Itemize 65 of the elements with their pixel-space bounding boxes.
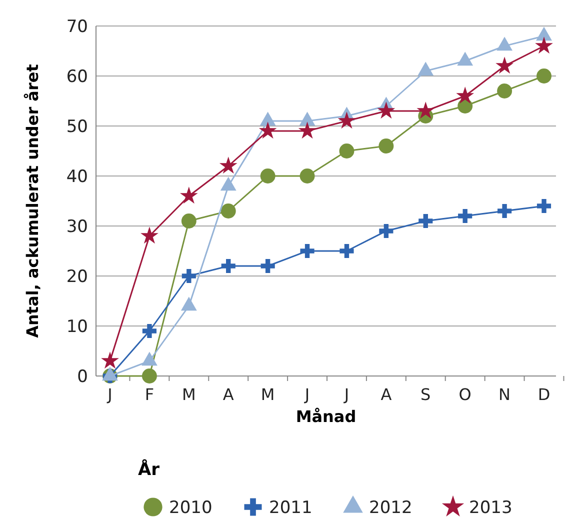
x-axis-title: Månad [296, 407, 356, 426]
x-tick-label: J [343, 385, 350, 404]
y-axis-title: Antal, ackumulerat under året [23, 64, 42, 338]
x-tick-label: M [260, 385, 275, 404]
point [418, 62, 434, 76]
point [300, 244, 314, 258]
point [298, 122, 316, 139]
point [497, 84, 512, 98]
x-tick-label: J [304, 385, 310, 404]
x-tick-label: A [222, 385, 234, 404]
point [339, 144, 354, 158]
point [457, 52, 474, 66]
point [260, 112, 276, 126]
point [416, 102, 435, 119]
y-tick-label: 70 [66, 16, 88, 37]
x-tick-label: J [106, 385, 112, 404]
point [258, 122, 277, 139]
point [182, 268, 196, 284]
y-tick-label: 60 [66, 66, 88, 87]
point [456, 86, 474, 104]
y-tick-label: 40 [66, 166, 88, 187]
point [377, 102, 396, 119]
point [300, 168, 315, 184]
point [536, 26, 552, 41]
legend-label: 2010 [169, 498, 212, 518]
point [142, 368, 157, 384]
point [101, 352, 119, 369]
y-tick-label: 0 [77, 366, 88, 387]
legend-label: 2012 [369, 498, 412, 518]
point [496, 36, 513, 51]
x-tick-label: D [538, 385, 550, 404]
point [458, 208, 472, 224]
point [536, 198, 552, 214]
legend-label: 2013 [469, 498, 512, 518]
point [535, 36, 553, 54]
point [260, 258, 275, 274]
point [140, 226, 158, 244]
y-tick-label: 20 [66, 266, 88, 287]
x-tick-label: A [380, 385, 392, 404]
point [379, 224, 394, 238]
point [219, 156, 238, 174]
x-tick-label: F [144, 385, 154, 404]
x-tick-label: M [182, 385, 196, 404]
y-tick-label: 10 [66, 316, 88, 337]
y-tick-label: 30 [66, 216, 88, 237]
point [338, 112, 356, 129]
point [378, 138, 394, 154]
point [221, 258, 236, 274]
point [142, 324, 156, 338]
legend-title: År [138, 459, 160, 480]
legend-label: 2011 [269, 498, 312, 518]
point [536, 68, 552, 84]
point [496, 56, 514, 74]
point [260, 168, 276, 184]
point [299, 112, 316, 126]
x-tick-label: N [498, 385, 511, 404]
point [181, 214, 196, 228]
x-tick-label: O [458, 385, 472, 404]
point [220, 204, 236, 218]
y-tick-label: 50 [66, 116, 88, 137]
x-tick-label: S [420, 385, 431, 404]
point [180, 186, 198, 204]
point [498, 204, 512, 218]
point [340, 244, 354, 258]
point [418, 214, 433, 228]
